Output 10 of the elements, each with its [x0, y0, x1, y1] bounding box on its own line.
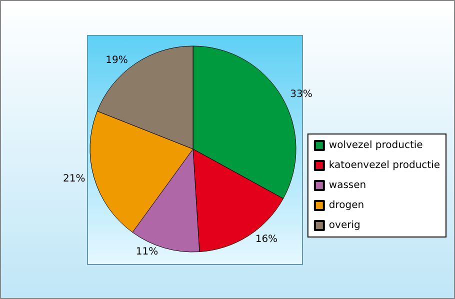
legend-label: wassen: [328, 180, 366, 191]
data-label: 33%: [290, 89, 312, 100]
data-label: 21%: [63, 173, 86, 184]
data-label: 16%: [255, 234, 278, 245]
data-label: 11%: [136, 246, 158, 258]
legend-label: overig: [328, 220, 360, 231]
data-label: 19%: [106, 55, 128, 66]
legend-label: drogen: [328, 200, 364, 211]
legend-label: katoenvezel productie: [328, 160, 440, 171]
legend-label: wolvezel productie: [328, 140, 423, 151]
